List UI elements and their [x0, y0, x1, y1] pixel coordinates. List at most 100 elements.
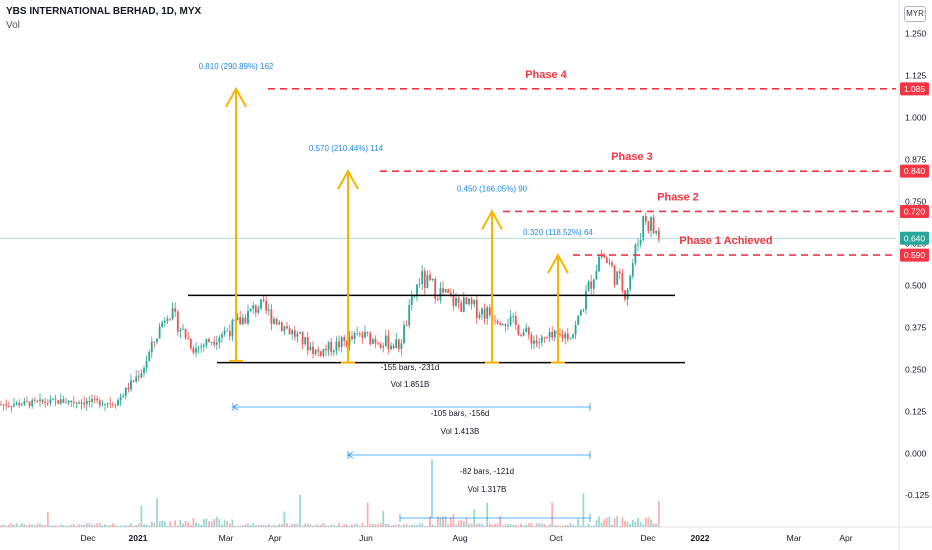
- target-price-badge: [900, 164, 929, 178]
- volume-bar: [174, 520, 177, 527]
- volume-bar: [587, 523, 590, 527]
- volume-bar: [291, 523, 294, 527]
- volume-bar: [579, 525, 582, 527]
- volume-bar: [525, 524, 528, 527]
- candle: [356, 333, 359, 334]
- candle: [429, 274, 431, 280]
- candle: [291, 330, 294, 335]
- volume-bar: [546, 525, 548, 527]
- volume-bar: [494, 523, 496, 527]
- y-tick-label: 1.125: [905, 70, 927, 80]
- candle: [397, 339, 400, 350]
- volume-bar: [166, 525, 169, 527]
- volume-bar: [226, 520, 229, 527]
- candle: [379, 343, 382, 348]
- volume-bar: [644, 517, 647, 527]
- volume-bar: [416, 524, 418, 527]
- candle: [306, 337, 309, 351]
- volume-bar: [5, 525, 8, 527]
- candle: [348, 336, 351, 346]
- target-annotation: Phase 3: [611, 151, 653, 163]
- volume-bar: [535, 523, 538, 527]
- candle: [423, 271, 426, 288]
- volume-bar: [481, 524, 483, 527]
- volume-bar: [15, 523, 18, 527]
- candle: [197, 347, 200, 349]
- target-price-label: 0.720: [904, 206, 926, 216]
- candle: [592, 279, 595, 289]
- volume-bar: [122, 525, 125, 527]
- candle: [31, 399, 34, 406]
- candle: [67, 400, 70, 403]
- projection-arrow-head: [337, 169, 359, 190]
- candle: [520, 334, 522, 336]
- candle: [535, 340, 538, 344]
- volume-bar: [478, 523, 481, 527]
- candle: [465, 297, 468, 305]
- volume-bar: [442, 516, 444, 527]
- candle: [462, 297, 465, 312]
- volume-bar: [98, 523, 101, 527]
- volume-bar: [275, 525, 278, 527]
- volume-bar: [559, 525, 561, 527]
- y-tick-label: 0.125: [905, 406, 927, 416]
- volume-bar: [148, 525, 151, 527]
- candle: [579, 310, 582, 316]
- candle: [543, 336, 546, 338]
- volume-bar: [301, 525, 304, 527]
- volume-bar: [26, 525, 28, 527]
- candle: [455, 297, 457, 306]
- candle: [483, 308, 486, 319]
- measure-arrow: [347, 451, 354, 459]
- candle: [218, 337, 221, 343]
- candle: [470, 298, 473, 305]
- candle: [166, 318, 169, 321]
- volume-bar: [314, 524, 317, 527]
- projection-label: 0.810 (290.89%) 162: [199, 62, 274, 71]
- candle: [338, 341, 340, 348]
- volume-bar: [127, 525, 130, 527]
- volume-bar: [330, 524, 333, 527]
- volume-bar: [496, 523, 499, 527]
- volume-bar: [512, 525, 515, 527]
- volume-bar: [382, 510, 385, 527]
- currency-button[interactable]: MYR: [904, 6, 926, 22]
- x-tick-label: Mar: [219, 533, 234, 543]
- volume-bar: [93, 524, 96, 527]
- candle: [145, 361, 148, 368]
- volume-bar: [538, 523, 541, 527]
- volume-bar: [618, 525, 621, 527]
- target-annotation: Phase 1 Achieved: [679, 235, 772, 247]
- candle: [460, 302, 463, 312]
- volume-bar: [158, 521, 161, 527]
- candle: [605, 257, 608, 264]
- candle: [143, 367, 145, 374]
- volume-bar: [548, 523, 551, 527]
- volume-bar: [109, 524, 112, 527]
- measure-arrow: [232, 403, 239, 411]
- volume-bar: [390, 525, 392, 527]
- candle: [410, 296, 413, 305]
- candle: [569, 337, 572, 340]
- candle: [189, 339, 192, 349]
- volume-bar: [280, 524, 283, 527]
- volume-bar: [267, 523, 270, 527]
- target-price-label: 0.590: [904, 250, 926, 260]
- candle: [621, 273, 624, 291]
- candle: [210, 341, 213, 343]
- candle: [361, 334, 364, 338]
- volume-label: Vol: [6, 20, 20, 31]
- volume-bar: [299, 494, 301, 527]
- volume-bar: [631, 519, 634, 527]
- volume-bar: [262, 524, 265, 527]
- volume-bar: [608, 516, 611, 527]
- candle: [533, 340, 535, 344]
- volume-bar: [522, 525, 525, 527]
- current-price-label: 0.640: [904, 233, 926, 243]
- candle: [650, 217, 652, 231]
- measure-bars-label: -105 bars, -156d: [431, 409, 490, 418]
- candle: [343, 337, 346, 341]
- candle: [208, 339, 210, 343]
- volume-bar: [553, 525, 556, 527]
